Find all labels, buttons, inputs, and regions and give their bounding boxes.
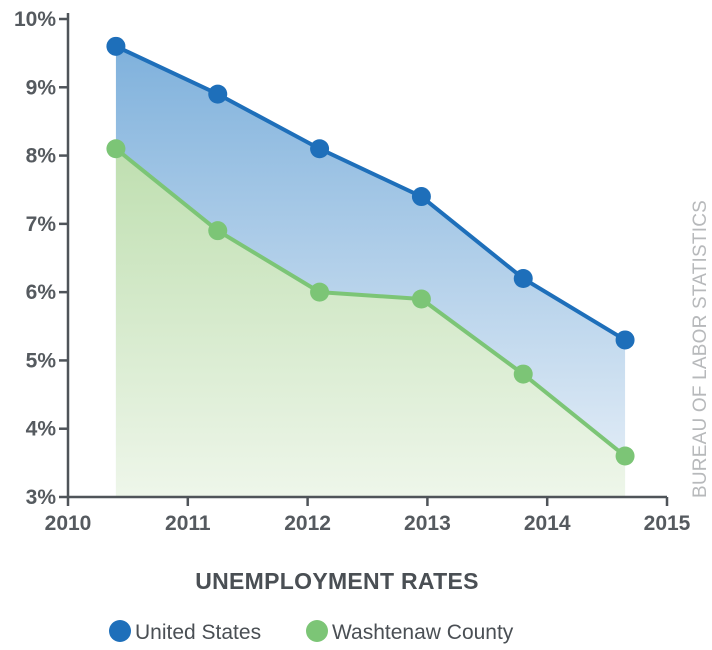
area-layer (115, 46, 626, 498)
area-washtenaw-county (115, 148, 626, 497)
y-tick-label: 5% (26, 349, 57, 372)
y-tick-label: 9% (26, 76, 57, 99)
x-tick-label: 2015 (644, 512, 691, 535)
legend: United States Washtenaw County (109, 620, 514, 644)
point-washtenaw-county (310, 282, 330, 302)
x-tick-label: 2011 (165, 512, 211, 535)
y-tick-label: 10% (14, 8, 56, 31)
x-tick-label: 2012 (284, 512, 331, 535)
axis-layer (59, 13, 669, 506)
chart-title: UNEMPLOYMENT RATES (195, 568, 479, 594)
point-united-states (208, 84, 228, 104)
x-tick-label: 2013 (404, 512, 451, 535)
point-united-states (615, 330, 635, 350)
point-united-states (513, 268, 533, 288)
point-washtenaw-county (106, 139, 126, 159)
tick-label-layer: 3% 4% 5% 6% 7% 8% 9% 10% 2010 2011 2012 2013 2014 201… (14, 8, 691, 535)
point-washtenaw-county (615, 446, 635, 466)
line-layer (114, 44, 627, 458)
point-layer (106, 36, 635, 466)
line-washtenaw-county (114, 147, 627, 458)
legend-swatch-united-states (109, 620, 131, 642)
point-united-states (411, 187, 431, 207)
source-note: BUREAU OF LABOR STATISTICS (690, 200, 711, 498)
point-washtenaw-county (208, 221, 228, 241)
legend-label-united-states: United States (135, 621, 261, 644)
line-united-states (115, 44, 627, 342)
point-washtenaw-county (411, 289, 431, 309)
legend-label-washtenaw-county: Washtenaw County (332, 621, 514, 644)
y-tick-label: 8% (26, 145, 57, 168)
x-tick-label: 2014 (524, 512, 571, 535)
y-tick-label: 3% (26, 486, 57, 509)
x-tick-label: 2010 (45, 512, 92, 535)
point-united-states (310, 139, 330, 159)
point-washtenaw-county (513, 364, 533, 384)
point-united-states (106, 36, 126, 56)
y-tick-label: 7% (26, 213, 57, 236)
legend-swatch-washtenaw-county (306, 620, 328, 642)
y-tick-label: 6% (26, 281, 57, 304)
y-tick-label: 4% (26, 418, 57, 441)
